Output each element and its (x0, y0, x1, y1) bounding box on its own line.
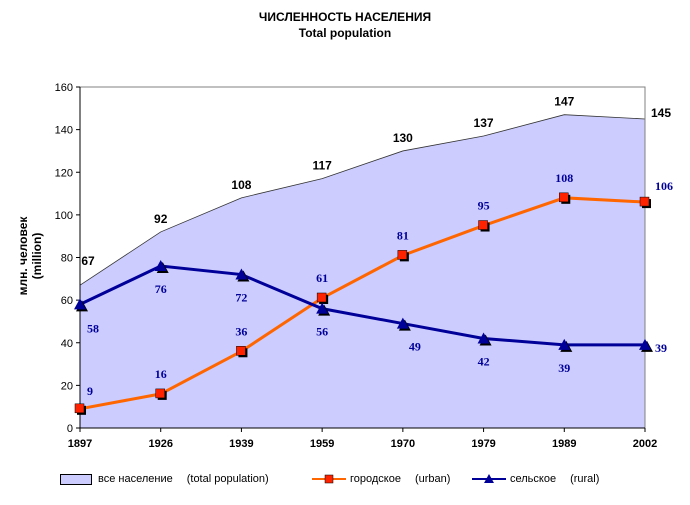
x-tick-label-1970: 1970 (391, 438, 415, 450)
marker-urban-2002 (639, 196, 650, 207)
data-label-rural-1959: 56 (316, 325, 328, 339)
x-tick-label-1959: 1959 (310, 438, 334, 450)
data-label-total-1939: 108 (231, 178, 251, 192)
y-tick-label-120: 120 (55, 167, 73, 179)
legend-label-urban-en: (urban) (414, 473, 451, 486)
marker-urban-1989 (559, 192, 569, 203)
marker-urban-1970 (397, 250, 408, 260)
y-axis-label-en: (million) (30, 233, 44, 280)
legend-label-rural-en: (rural) (570, 473, 600, 486)
x-tick-label-1979: 1979 (471, 438, 495, 450)
marker-rural-1959 (316, 302, 329, 314)
data-label-total-1926: 92 (154, 212, 168, 226)
legend-item-rural: сельское (rural) (472, 473, 599, 485)
data-label-rural-1989: 39 (558, 361, 570, 375)
y-tick-label-20: 20 (61, 380, 73, 392)
legend-label-total-en: (total population) (186, 473, 269, 486)
data-label-urban-1939: 36 (235, 324, 247, 338)
marker-urban-1959 (316, 292, 327, 303)
data-label-urban-1989: 108 (555, 171, 573, 185)
marker-rural-1989 (558, 338, 571, 350)
chart-title: ЧИСЛЕННОСТЬ НАСЕЛЕНИЯ (258, 10, 432, 24)
data-label-total-1989: 147 (554, 95, 574, 109)
y-tick-label-100: 100 (55, 210, 73, 222)
data-label-urban-1897: 9 (87, 384, 93, 398)
y-tick-label-0: 0 (67, 423, 73, 435)
legend-swatch-rural (472, 474, 506, 484)
marker-rural-1926 (154, 260, 167, 272)
y-tick-label-160: 160 (55, 82, 73, 94)
data-label-total-2002: 145 (651, 106, 671, 120)
data-label-total-1970: 130 (393, 131, 413, 145)
data-label-total-1897: 67 (81, 254, 95, 268)
x-tick-label-1939: 1939 (229, 438, 253, 450)
data-label-rural-2002: 39 (655, 341, 667, 355)
x-tick-label-2002: 2002 (633, 438, 657, 450)
area-outline-total-population (79, 114, 646, 286)
legend-swatch-total (60, 473, 92, 485)
data-label-rural-1970: 49 (409, 340, 421, 354)
marker-rural-2002 (639, 338, 651, 350)
data-label-urban-1979: 95 (478, 199, 490, 213)
data-label-rural-1939: 72 (235, 291, 247, 305)
marker-urban-1939 (236, 346, 246, 356)
legend-label-urban-ru: городское (350, 473, 401, 486)
data-label-rural-1979: 42 (478, 354, 490, 368)
legend-label-rural-ru: сельское (510, 473, 557, 486)
y-tick-label-140: 140 (55, 125, 73, 137)
marker-urban-1979 (478, 220, 488, 230)
legend-swatch-urban (312, 474, 346, 484)
y-tick-label-80: 80 (61, 253, 73, 265)
x-tick-label-1926: 1926 (148, 438, 172, 450)
line-urban (79, 196, 646, 411)
data-label-urban-1926: 16 (155, 367, 167, 381)
marker-rural-1939 (235, 268, 248, 280)
y-axis-label-ru: млн. человек (16, 216, 30, 296)
data-label-total-1979: 137 (474, 116, 494, 130)
data-label-total-1959: 117 (312, 159, 332, 173)
legend-label-total-ru: все население (98, 473, 173, 486)
data-label-urban-2002: 106 (655, 179, 673, 193)
data-label-rural-1926: 76 (155, 282, 167, 296)
data-label-urban-1970: 81 (397, 228, 409, 242)
x-tick-label-1897: 1897 (68, 438, 92, 450)
data-label-urban-1959: 61 (316, 271, 328, 285)
marker-urban-1926 (155, 388, 165, 399)
line-rural (79, 264, 645, 347)
legend-item-total: все население (total population) (60, 473, 269, 485)
y-tick-label-60: 60 (61, 295, 73, 307)
chart-subtitle: Total population (298, 26, 392, 40)
legend-item-urban: городское (urban) (312, 473, 450, 485)
y-tick-label-40: 40 (61, 338, 73, 350)
area-total-population (80, 114, 645, 429)
x-tick-label-1989: 1989 (552, 438, 576, 450)
data-label-rural-1897: 58 (87, 321, 99, 335)
marker-urban-1897 (74, 403, 85, 414)
marker-rural-1897 (74, 298, 86, 310)
marker-rural-1979 (477, 332, 490, 344)
marker-rural-1970 (396, 317, 409, 329)
